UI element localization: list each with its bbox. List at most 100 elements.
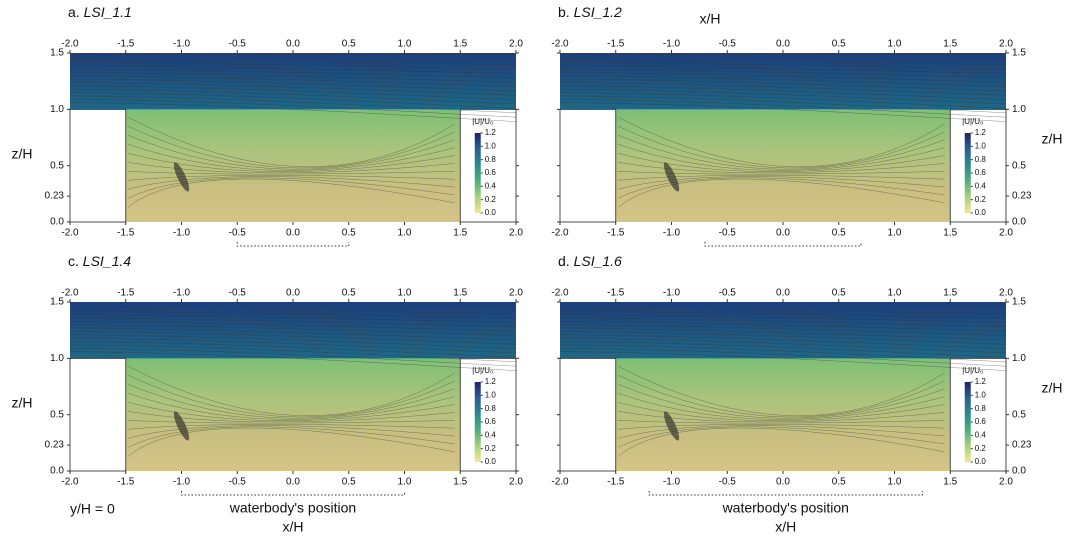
- x-tick-label: -1.5: [117, 228, 135, 239]
- y-tick-label: 1.5: [1012, 297, 1026, 308]
- building-left: [69, 108, 127, 223]
- x-tick-label: 1.0: [398, 477, 412, 488]
- colorbar-tick-label: 1.0: [975, 390, 987, 399]
- colorbar: [964, 132, 971, 213]
- y-tick-label: 1.0: [50, 104, 64, 115]
- streamline: [617, 420, 945, 424]
- streamline: [559, 75, 1007, 87]
- streamline: [69, 341, 517, 358]
- streamline: [559, 68, 1007, 79]
- streamline: [617, 175, 945, 181]
- colorbar: [474, 132, 481, 213]
- streamline: [617, 171, 945, 175]
- x-tick-label: 1.0: [888, 39, 902, 50]
- streamline: [127, 427, 455, 457]
- colorbar-tick-label: 0.6: [485, 168, 497, 177]
- y-tick-label: 0.23: [1012, 440, 1032, 451]
- x-tick-label: 1.5: [943, 228, 957, 239]
- x-tick-label: -0.5: [719, 228, 737, 239]
- streamline: [69, 351, 517, 371]
- x-tick-label: -1.0: [663, 39, 681, 50]
- streamline: [127, 402, 455, 421]
- colorbar-tick-label: 1.2: [975, 377, 987, 386]
- streamline: [69, 102, 517, 122]
- panel-title: d. LSI_1.6: [558, 253, 622, 269]
- streamline: [617, 375, 945, 418]
- streamline: [617, 411, 945, 423]
- colorbar: [474, 381, 481, 462]
- x-tick-label: -2.0: [551, 288, 569, 299]
- streamline: [617, 144, 945, 171]
- y-tick-label: 1.0: [50, 353, 64, 364]
- building-right: [459, 108, 517, 223]
- streamline: [559, 317, 1007, 328]
- colorbar-label: |U|/U₀: [962, 117, 983, 126]
- streamline: [127, 162, 455, 174]
- colorbar-tick-label: 1.0: [485, 390, 497, 399]
- x-tick-label: -1.5: [117, 288, 135, 299]
- x-tick-label: 2.0: [999, 39, 1013, 50]
- x-tick-label: -1.5: [117, 39, 135, 50]
- streamline: [559, 102, 1007, 122]
- streamline: [69, 88, 517, 105]
- x-tick-label: 1.5: [943, 477, 957, 488]
- waterbody-label: waterbody's position: [229, 500, 356, 516]
- y-tick-label: 1.5: [50, 297, 64, 308]
- streamline: [127, 424, 455, 430]
- case-name: LSI_1.6: [574, 253, 622, 269]
- panel-label: c.: [68, 253, 79, 269]
- x-axis-label: x/H: [283, 519, 304, 535]
- y-tick-label: 0.5: [1012, 160, 1026, 171]
- streamline: [69, 327, 517, 341]
- flow-field-canyon: [615, 109, 951, 222]
- x-tick-label: 0.5: [832, 477, 846, 488]
- colorbar-tick-label: 0.0: [485, 457, 497, 466]
- streamline: [617, 153, 945, 172]
- streamline: [617, 116, 945, 168]
- x-tick-label: -1.0: [173, 477, 191, 488]
- streamline: [617, 424, 945, 430]
- x-tick-label: -0.5: [719, 288, 737, 299]
- colorbar-tick-label: 0.4: [485, 430, 497, 439]
- streamline: [69, 71, 517, 83]
- x-tick-label: 0.5: [342, 477, 356, 488]
- colorbar-tick-label: 0.0: [485, 208, 497, 217]
- x-tick-label: -1.5: [607, 288, 625, 299]
- x-tick-label: -1.5: [117, 477, 135, 488]
- x-tick-label: -0.5: [719, 477, 737, 488]
- colorbar-tick-label: 0.2: [975, 444, 987, 453]
- case-name: LSI_1.1: [84, 4, 132, 20]
- colorbar-tick-label: 0.4: [975, 181, 987, 190]
- streamline: [69, 78, 517, 92]
- top-x-label: x/H: [700, 11, 721, 27]
- streamline: [127, 153, 455, 172]
- y-tick-label: 0.0: [1012, 217, 1026, 228]
- x-tick-label: 2.0: [509, 288, 523, 299]
- x-axis-label: x/H: [775, 519, 796, 535]
- streamline: [617, 135, 945, 170]
- case-name: LSI_1.4: [83, 253, 131, 269]
- streamline: [69, 307, 517, 314]
- x-tick-label: 1.0: [888, 288, 902, 299]
- x-tick-label: 0.0: [286, 39, 300, 50]
- streamline: [69, 331, 517, 345]
- streamline: [69, 334, 517, 349]
- x-tick-label: 0.0: [776, 228, 790, 239]
- vortex-core: [173, 411, 190, 441]
- streamline: [617, 178, 945, 208]
- y-tick-label: 0.0: [50, 217, 64, 228]
- x-tick-label: -1.5: [607, 39, 625, 50]
- streamline: [69, 92, 517, 109]
- x-tick-label: 2.0: [509, 477, 523, 488]
- y-axis-label: z/H: [12, 146, 33, 162]
- vortex-core: [173, 162, 190, 192]
- x-tick-label: -1.5: [607, 228, 625, 239]
- colorbar-label: |U|/U₀: [472, 117, 493, 126]
- streamline: [617, 402, 945, 421]
- y-tick-label: 0.5: [50, 160, 64, 171]
- streamline: [559, 334, 1007, 349]
- x-tick-label: -2.0: [551, 477, 569, 488]
- x-tick-label: -0.5: [719, 39, 737, 50]
- building-left: [559, 108, 617, 223]
